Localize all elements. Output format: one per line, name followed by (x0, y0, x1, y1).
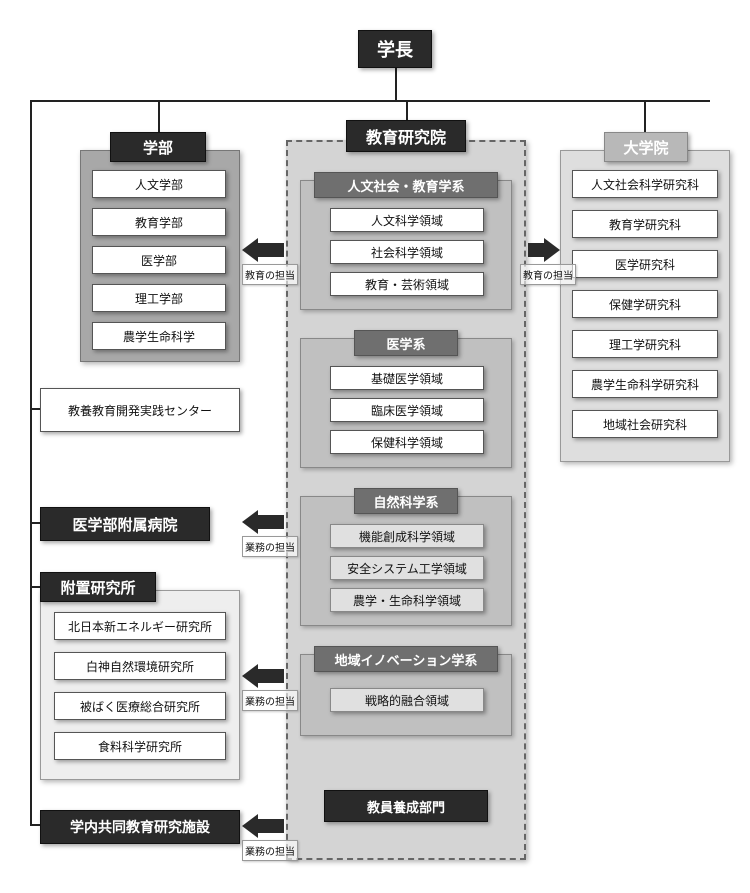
faculty-item: 理工学部 (92, 284, 226, 312)
center-group-title: 自然科学系 (354, 488, 458, 514)
grad-item: 地域社会研究科 (572, 410, 718, 438)
arrow-label: 業務の担当 (242, 690, 298, 711)
grad-item: 理工学研究科 (572, 330, 718, 358)
root-label: 学長 (377, 36, 413, 62)
center-group-title: 地域イノベーション学系 (314, 646, 498, 672)
grad-item: 教育学研究科 (572, 210, 718, 238)
connector-line (395, 68, 397, 100)
institute-item: 被ばく医療総合研究所 (54, 692, 226, 720)
grad-title: 大学院 (604, 132, 688, 162)
root-node: 学長 (358, 30, 432, 68)
arrow-label: 教育の担当 (520, 264, 576, 285)
arrow-left-icon (242, 510, 284, 534)
center-group-item: 人文科学領域 (330, 208, 484, 232)
center-group-item: 機能創成科学領域 (330, 524, 484, 548)
arrow-left-icon (242, 238, 284, 262)
center-group-item: 安全システム工学領域 (330, 556, 484, 580)
org-chart-canvas: 学長 学部 人文学部 教育学部 医学部 理工学部 農学生命科学 教養教育開発実践… (0, 0, 750, 893)
shared-facility-node: 学内共同教育研究施設 (40, 810, 240, 844)
arrow-label: 業務の担当 (242, 840, 298, 861)
center-group-title: 人文社会・教育学系 (314, 172, 498, 198)
institute-item: 食料科学研究所 (54, 732, 226, 760)
grad-item: 保健学研究科 (572, 290, 718, 318)
connector-line (30, 100, 32, 824)
connector-line (30, 100, 710, 102)
hospital-node: 医学部附属病院 (40, 507, 210, 541)
connector-line (708, 100, 710, 102)
center-group-item: 社会科学領域 (330, 240, 484, 264)
faculty-item: 医学部 (92, 246, 226, 274)
center-title: 教育研究院 (346, 120, 466, 152)
grad-item: 人文社会科学研究科 (572, 170, 718, 198)
center-group-item: 保健科学領域 (330, 430, 484, 454)
grad-item: 医学研究科 (572, 250, 718, 278)
center-group-item: 農学・生命科学領域 (330, 588, 484, 612)
connector-line (158, 100, 160, 134)
arrow-label: 教育の担当 (242, 264, 298, 285)
arrow-left-icon (242, 814, 284, 838)
center-group-title: 医学系 (354, 330, 458, 356)
center-group-item: 臨床医学領域 (330, 398, 484, 422)
faculty-item: 人文学部 (92, 170, 226, 198)
faculties-title: 学部 (110, 132, 206, 162)
arrow-left-icon (242, 664, 284, 688)
faculty-item: 教育学部 (92, 208, 226, 236)
arrow-right-icon (528, 238, 560, 262)
faculty-item: 農学生命科学 (92, 322, 226, 350)
center-group-item: 基礎医学領域 (330, 366, 484, 390)
center-footer: 教員養成部門 (324, 790, 488, 822)
center-group-item: 教育・芸術領域 (330, 272, 484, 296)
grad-item: 農学生命科学研究科 (572, 370, 718, 398)
institute-item: 白神自然環境研究所 (54, 652, 226, 680)
arrow-label: 業務の担当 (242, 536, 298, 557)
connector-line (644, 100, 646, 134)
institute-item: 北日本新エネルギー研究所 (54, 612, 226, 640)
institutes-title: 附置研究所 (40, 572, 156, 602)
liberal-center: 教養教育開発実践センター (40, 388, 240, 432)
center-group-item: 戦略的融合領域 (330, 688, 484, 712)
connector-line (406, 100, 408, 122)
